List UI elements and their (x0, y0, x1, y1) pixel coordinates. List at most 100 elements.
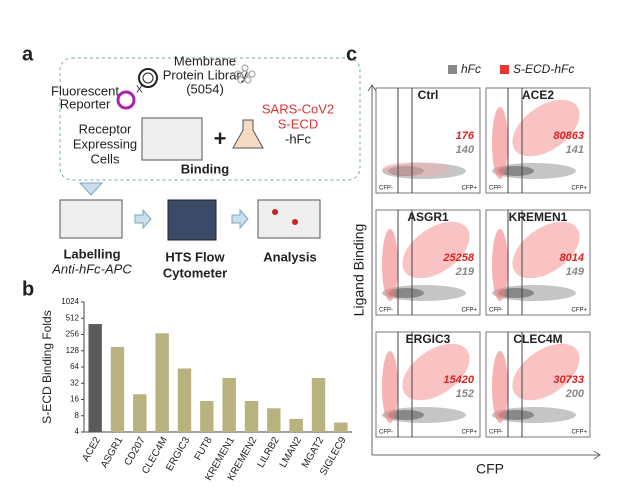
axes (367, 84, 601, 460)
legend-swatch (500, 65, 509, 74)
legend-swatch (448, 65, 457, 74)
mfi-red: 15420 (443, 374, 474, 386)
plot-title: ACE2 (522, 88, 554, 102)
cells-text: Receptor (79, 121, 132, 136)
plot-title: ASGR1 (407, 210, 449, 224)
red-population (512, 99, 580, 157)
step-title: HTS Flow (165, 249, 225, 264)
binding-box (59, 57, 361, 181)
gate-label: CFP+ (461, 430, 477, 436)
plate (59, 199, 123, 239)
bar (110, 347, 125, 432)
gate-label: CFP- (489, 186, 503, 192)
library-dots (234, 64, 256, 84)
gate-label: CFP- (489, 430, 503, 436)
library-text: (5054) (186, 81, 224, 96)
mfi-gray: 219 (455, 266, 475, 278)
ligand-text: SARS-CoV2 (262, 101, 334, 116)
x-tick-label: FUT8 (193, 435, 215, 463)
ligand-text: -hFc (285, 131, 312, 146)
arrow (134, 208, 152, 230)
step-title: Labelling (63, 246, 120, 261)
gate-label: CFP+ (571, 430, 587, 436)
cells-text: Cells (91, 151, 120, 166)
red-population (402, 343, 470, 401)
plot-title: KREMEN1 (509, 210, 568, 224)
red-population (492, 229, 508, 301)
red-population (382, 351, 398, 423)
mfi-red: 8014 (560, 252, 584, 264)
bar (289, 418, 303, 432)
bar (334, 422, 348, 432)
red-population (402, 221, 470, 279)
reporter-text: Fluorescent (51, 83, 119, 98)
gray-population (388, 410, 424, 420)
arrow (78, 182, 104, 196)
y-tick-label: 4 (75, 427, 80, 436)
x-tick-label: ACE2 (80, 435, 103, 464)
bar (311, 378, 326, 432)
ligand-text: S-ECD (278, 116, 318, 131)
mfi-red: 80863 (553, 130, 584, 142)
mfi-gray: 140 (456, 144, 475, 156)
gray-population (388, 288, 424, 298)
mfi-gray: 152 (456, 388, 474, 400)
panel-label: c (346, 43, 357, 65)
step-subtitle: Cytometer (163, 265, 227, 280)
gate-label: CFP- (489, 308, 503, 314)
step-subtitle: Anti-hFc-APC (51, 261, 132, 276)
gate-label: CFP+ (571, 186, 587, 192)
red-population (512, 221, 580, 279)
gray-population (498, 410, 534, 420)
y-tick-label: 128 (66, 346, 80, 355)
red-population (382, 162, 450, 176)
library-text: Membrane (174, 53, 236, 68)
plot-title: Ctrl (418, 88, 439, 102)
plot-title: ERGIC3 (406, 332, 451, 346)
cells-text: Expressing (73, 136, 137, 151)
mfi-red: 176 (456, 130, 475, 142)
x-tick-label: ASGR1 (99, 435, 126, 470)
step-title: Analysis (263, 249, 316, 264)
mfi-gray: 149 (566, 266, 585, 278)
library-text: Protein Library (163, 67, 248, 82)
cytometer (167, 199, 217, 241)
mfi-red: 25258 (442, 252, 474, 264)
red-population (382, 229, 398, 301)
gate-label: CFP+ (571, 308, 587, 314)
mfi-gray: 200 (565, 388, 585, 400)
plot-title: CLEC4M (513, 332, 562, 346)
gray-population (498, 166, 534, 176)
bar (88, 324, 102, 432)
reporter-plasmid (116, 90, 136, 110)
y-tick-label: 8 (75, 411, 80, 420)
y-tick-label: 64 (70, 362, 79, 371)
plus: + (214, 126, 227, 151)
y-tick-label: 32 (70, 378, 79, 387)
y-tick-label: 16 (70, 395, 79, 404)
y-tick-label: 1024 (61, 297, 79, 306)
plate (141, 117, 203, 161)
reporter-text: Reporter (60, 96, 111, 111)
bar (133, 394, 147, 432)
gray-population (498, 288, 534, 298)
gate-label: CFP+ (461, 308, 477, 314)
panel-label: a (22, 43, 34, 65)
gate-label: CFP+ (461, 186, 477, 192)
red-population (512, 343, 580, 401)
gate-label: CFP- (379, 430, 393, 436)
red-population (492, 107, 508, 179)
x-axis-label: CFP (476, 461, 504, 477)
y-tick-label: 512 (66, 313, 80, 322)
plate (257, 199, 321, 239)
y-axis-label: Ligand Binding (351, 224, 367, 317)
y-axis-label: S-ECD Binding Folds (40, 310, 54, 423)
legend-text: hFc (461, 62, 481, 76)
hit-well (272, 209, 278, 215)
cross: X (136, 85, 143, 96)
bar (222, 378, 236, 432)
mfi-gray: 141 (566, 144, 584, 156)
red-population (492, 351, 508, 423)
arrow (231, 208, 249, 230)
